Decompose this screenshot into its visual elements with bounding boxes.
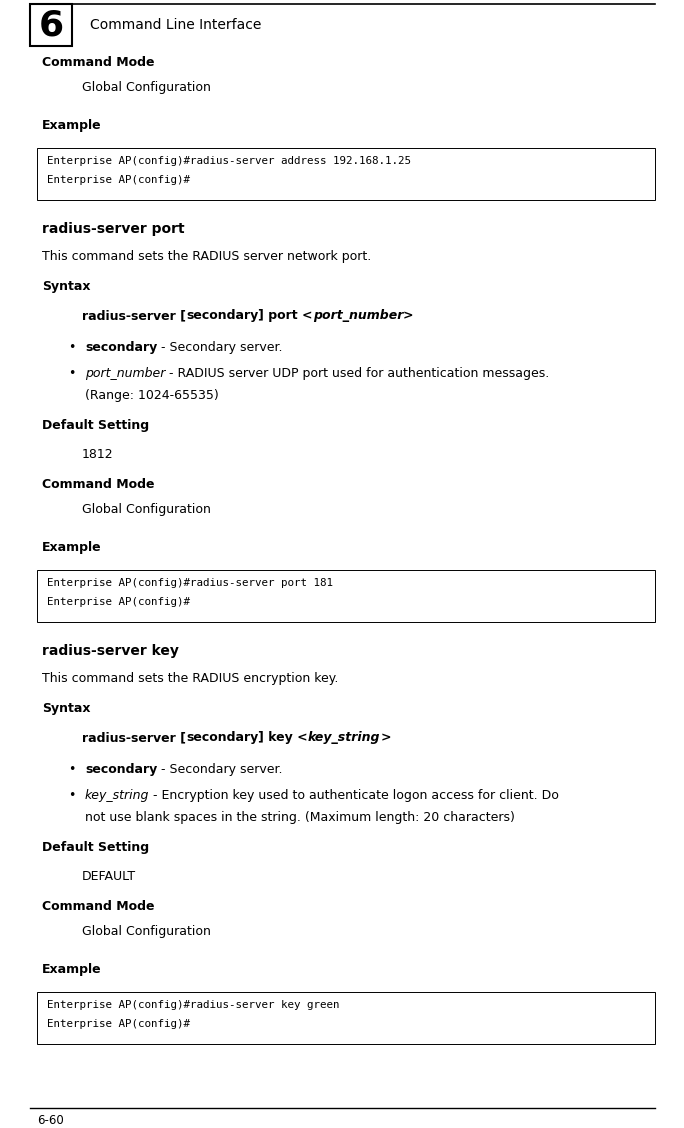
Text: Default Setting: Default Setting [42,841,149,854]
Text: port_number: port_number [313,309,403,321]
Text: •: • [68,763,75,776]
Text: Command Line Interface: Command Line Interface [90,18,261,32]
FancyBboxPatch shape [37,148,655,200]
Text: ] key <: ] key < [259,731,308,744]
Text: secondary: secondary [85,763,157,776]
Text: Enterprise AP(config)#radius-server address 192.168.1.25: Enterprise AP(config)#radius-server addr… [47,156,411,166]
FancyBboxPatch shape [37,992,655,1045]
Text: •: • [68,788,75,802]
Text: (Range: 1024-65535): (Range: 1024-65535) [85,389,219,402]
Text: Enterprise AP(config)#radius-server key green: Enterprise AP(config)#radius-server key … [47,1001,339,1010]
Text: radius-server [: radius-server [ [82,731,186,744]
Text: Enterprise AP(config)#: Enterprise AP(config)# [47,597,190,607]
Text: - Secondary server.: - Secondary server. [157,341,282,354]
Text: key_string: key_string [85,788,149,802]
Text: radius-server key: radius-server key [42,644,179,658]
Text: Command Mode: Command Mode [42,478,155,491]
Text: radius-server [: radius-server [ [82,309,186,321]
Text: 1812: 1812 [82,448,114,461]
Text: >: > [380,731,391,744]
Text: key_string: key_string [308,731,380,744]
Bar [30,5,72,46]
Text: Enterprise AP(config)#: Enterprise AP(config)# [47,175,190,185]
Text: DEFAULT: DEFAULT [82,870,136,883]
Text: Global Configuration: Global Configuration [82,503,211,515]
Text: ] port <: ] port < [259,309,313,321]
Text: not use blank spaces in the string. (Maximum length: 20 characters): not use blank spaces in the string. (Max… [85,811,515,823]
Text: secondary: secondary [85,341,157,354]
Text: radius-server port: radius-server port [42,222,185,236]
Text: •: • [68,341,75,354]
Text: Global Configuration: Global Configuration [82,81,211,94]
Text: Example: Example [42,963,102,976]
Text: Enterprise AP(config)#: Enterprise AP(config)# [47,1019,190,1029]
Text: Global Configuration: Global Configuration [82,925,211,938]
Text: >: > [403,309,414,321]
Text: Syntax: Syntax [42,702,90,715]
Text: 6-60: 6-60 [37,1114,64,1127]
Text: •: • [68,367,75,380]
Text: - Encryption key used to authenticate logon access for client. Do: - Encryption key used to authenticate lo… [149,788,560,802]
FancyBboxPatch shape [37,570,655,622]
Text: This command sets the RADIUS server network port.: This command sets the RADIUS server netw… [42,250,371,263]
Text: - Secondary server.: - Secondary server. [157,763,282,776]
Text: - RADIUS server UDP port used for authentication messages.: - RADIUS server UDP port used for authen… [166,367,550,380]
Text: 6: 6 [38,8,64,42]
Text: Enterprise AP(config)#radius-server port 181: Enterprise AP(config)#radius-server port… [47,578,333,588]
Text: Syntax: Syntax [42,280,90,293]
Text: Default Setting: Default Setting [42,418,149,432]
Text: This command sets the RADIUS encryption key.: This command sets the RADIUS encryption … [42,672,339,685]
Text: port_number: port_number [85,367,166,380]
Text: secondary: secondary [186,309,259,321]
Text: Command Mode: Command Mode [42,900,155,913]
Text: Command Mode: Command Mode [42,56,155,69]
Text: Example: Example [42,541,102,554]
Text: secondary: secondary [186,731,259,744]
Text: Example: Example [42,118,102,132]
